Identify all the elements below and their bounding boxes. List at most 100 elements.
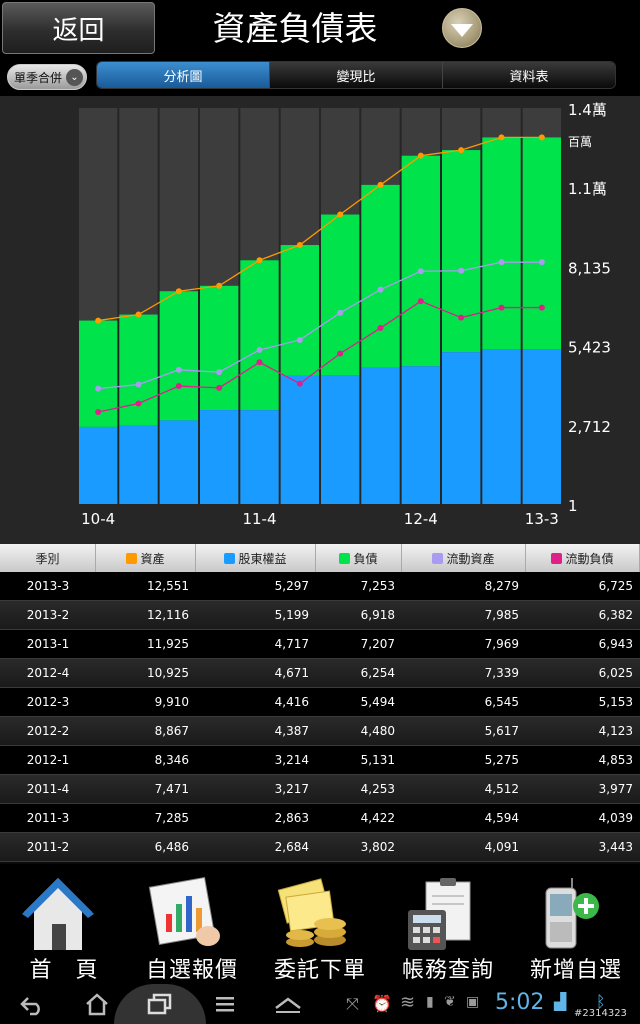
line-point [256,257,263,264]
line-series [98,300,542,413]
y-tick-label: 1.1萬 [568,180,607,198]
period-cell: 2013-3 [26,579,70,593]
value-cell: 7,471 [154,782,189,796]
y-tick-label: 8,135 [568,259,611,277]
bar-equity [482,349,521,504]
bar-liabilities [361,184,400,368]
value-cell: 4,387 [274,724,309,738]
toolbar-order[interactable]: 委託下單 [256,868,384,984]
order-coins-icon [277,878,346,947]
line-point [377,286,384,293]
consolidation-dropdown[interactable]: 單季合併 ⌄ [7,64,87,90]
value-cell: 6,943 [598,637,633,651]
table-row[interactable]: 2012-4 10,925 4,671 6,254 7,339 6,025 [0,659,640,688]
image-icon: ▣ [466,994,480,1010]
value-cell: 9,910 [154,695,189,709]
value-cell: 7,253 [360,579,395,593]
back-button[interactable]: 返回 [2,2,155,54]
column-header[interactable]: 流動負債 [526,544,640,572]
value-cell: 10,925 [147,666,189,680]
alarm-icon: ⏰ [372,994,392,1013]
value-cell: 12,116 [147,608,189,622]
back-nav-icon[interactable] [18,994,46,1016]
recent-apps-icon[interactable] [146,992,174,1016]
line-point [175,288,182,295]
tab-row: 單季合併 ⌄ 分析圖 變現比 資料表 [0,58,640,96]
period-cell: 2011-2 [26,840,70,854]
table-row[interactable]: 2012-1 8,346 3,214 5,131 5,275 4,853 [0,746,640,775]
value-cell: 4,671 [274,666,309,680]
legend-swatch [551,552,563,564]
menu-nav-icon[interactable] [214,994,236,1014]
value-cell: 7,985 [484,608,519,622]
value-cell: 3,443 [598,840,633,854]
table-row[interactable]: 2012-3 9,910 4,416 5,494 6,545 5,153 [0,688,640,717]
column-header[interactable]: 資產 [96,544,196,572]
value-cell: 4,422 [360,811,395,825]
table-row[interactable]: 2013-2 12,116 5,199 6,918 7,985 6,382 [0,601,640,630]
value-cell: 3,217 [274,782,309,796]
value-cell: 4,853 [598,753,633,767]
bar-liabilities [200,285,239,411]
bar-equity [361,367,400,504]
table-row[interactable]: 2013-1 11,925 4,717 7,207 7,969 6,943 [0,630,640,659]
line-point [538,259,545,266]
line-point [135,400,142,407]
chevron-up-icon[interactable] [272,994,304,1014]
value-cell: 6,725 [598,579,633,593]
column-header-label: 股東權益 [238,551,287,566]
value-cell: 6,025 [598,666,633,680]
account-calculator-icon [408,878,471,950]
x-tick-label: 11-4 [242,510,276,528]
value-cell: 2,863 [274,811,309,825]
column-header[interactable]: 股東權益 [196,544,316,572]
line-point [498,134,505,141]
value-cell: 6,545 [484,695,519,709]
line-point [216,282,223,289]
legend-swatch [224,552,236,564]
data-table[interactable]: 2013-3 12,551 5,297 7,253 8,279 6,725 2013-2 12… [0,572,640,864]
line-point [458,147,465,154]
add-phone-icon [545,878,599,949]
tab-analysis-chart[interactable]: 分析圖 [97,62,270,88]
value-cell: 5,275 [484,753,519,767]
x-tick-label: 12-4 [404,510,438,528]
legend-swatch [126,552,138,564]
value-cell: 4,717 [274,637,309,651]
menu-dropdown-button[interactable] [442,8,482,48]
x-tick-label: 10-4 [81,510,115,528]
leaf-icon: ❦ [444,994,456,1010]
value-cell: 3,802 [360,840,395,854]
value-cell: 4,123 [598,724,633,738]
value-cell: 4,416 [274,695,309,709]
toolbar-home[interactable]: 首 頁 [0,868,128,984]
home-nav-icon[interactable] [84,992,110,1016]
line-point [538,304,545,311]
column-header[interactable]: 流動資產 [402,544,526,572]
value-cell: 6,382 [598,608,633,622]
table-row[interactable]: 2012-2 8,867 4,387 4,480 5,617 4,123 [0,717,640,746]
y-tick-label: 1.4萬 [568,101,607,119]
column-header[interactable]: 季別 [0,544,96,572]
period-cell: 2013-2 [26,608,70,622]
table-row[interactable]: 2011-4 7,471 3,217 4,253 4,512 3,977 [0,775,640,804]
tab-data-table[interactable]: 資料表 [443,62,615,88]
line-point [95,317,102,324]
bar-liabilities [321,214,360,376]
toolbar-add-watchlist[interactable]: 新增自選 [512,868,640,984]
toolbar-add-watchlist-label: 新增自選 [529,958,622,983]
value-cell: 5,297 [274,579,309,593]
bar-liabilities [280,245,319,376]
table-row[interactable]: 2011-2 6,486 2,684 3,802 4,091 3,443 [0,833,640,862]
segment-control: 分析圖 變現比 資料表 [96,61,616,89]
toolbar-watchlist[interactable]: 自選報價 [128,868,256,984]
table-row[interactable]: 2011-3 7,285 2,863 4,422 4,594 4,039 [0,804,640,833]
page-title: 資產負債表 [212,9,378,48]
tab-liquidity-ratio[interactable]: 變現比 [270,62,443,88]
column-header[interactable]: 負債 [316,544,402,572]
line-point [417,152,424,159]
value-cell: 11,925 [147,637,189,651]
table-row[interactable]: 2013-3 12,551 5,297 7,253 8,279 6,725 [0,572,640,601]
toolbar-account[interactable]: 帳務查詢 [384,868,512,984]
